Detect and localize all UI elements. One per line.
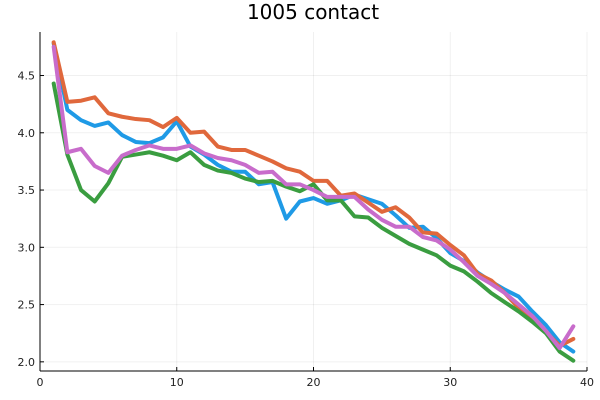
series-group (51, 40, 576, 363)
y-tick-label: 4.0 (18, 127, 36, 140)
y-tick-label: 3.5 (18, 184, 36, 197)
x-tick-label: 20 (307, 376, 321, 389)
series-line-2 (51, 40, 576, 348)
axes: 0 10 20 30 40 2.0 2.5 3.0 3.5 4.0 4.5 (18, 32, 594, 389)
series-line-4 (51, 44, 576, 351)
series-line-3 (51, 81, 576, 363)
x-tick-label: 30 (443, 376, 457, 389)
y-tick-label: 2.0 (18, 356, 36, 369)
chart-title: 1005 contact (247, 0, 379, 24)
x-tick-label: 10 (170, 376, 184, 389)
x-tick-label: 40 (580, 376, 594, 389)
y-tick-label: 4.5 (18, 70, 36, 83)
y-tick-label: 2.5 (18, 299, 36, 312)
grid (39, 32, 588, 371)
x-tick-label: 0 (37, 376, 44, 389)
y-tick-label: 3.0 (18, 241, 36, 254)
